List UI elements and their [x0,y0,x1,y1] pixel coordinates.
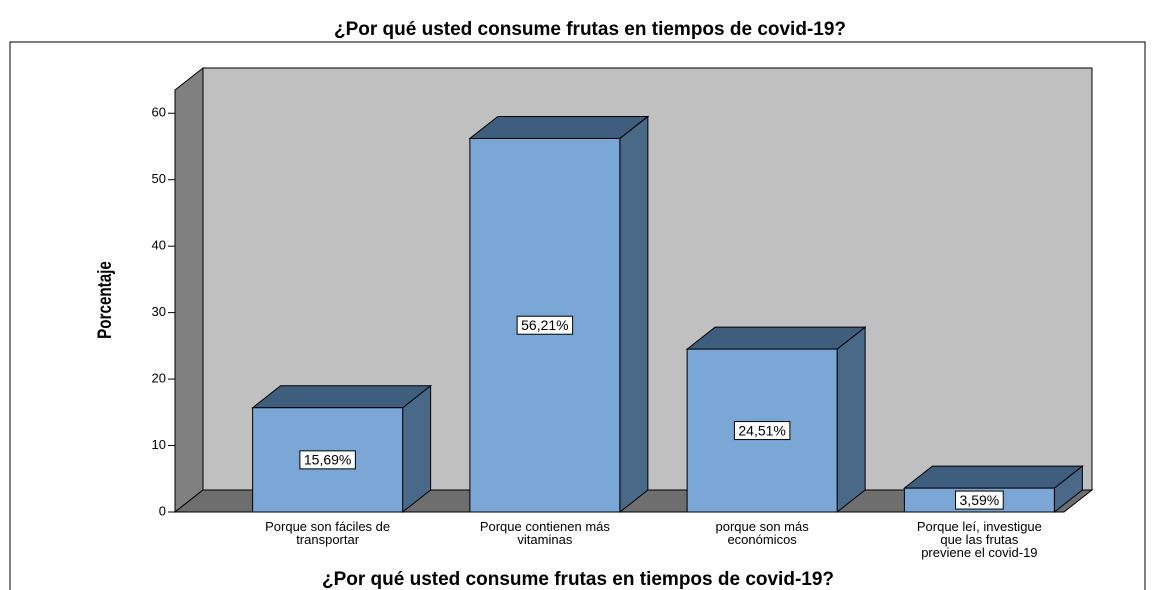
frame [9,41,1146,590]
y-tick-label: 0 [159,503,166,518]
value-label-box [299,450,356,470]
y-tick-label: 40 [152,238,166,253]
x-tick-label: porque son más económicos [715,519,809,547]
y-tick-label: 60 [152,105,166,120]
bar-top [902,465,1084,489]
y-tick-label: 50 [152,171,166,186]
bar-top [251,385,433,409]
value-label-box [955,490,1004,510]
x-tick-label: Porque son fáciles de transportar [265,519,391,547]
y-tick-label: 10 [152,437,166,452]
left-wall [174,66,204,514]
x-axis-label: ¿Por qué usted consume frutas en tiempos… [322,569,834,590]
bar-side [619,115,649,514]
value-label-box [516,315,574,335]
y-axis-label: Porcentaje [93,261,115,339]
chart-title: ¿Por qué usted consume frutas en tiempos… [334,19,846,40]
value-label: 56,21% [521,317,568,333]
y-tick-label: 20 [152,371,166,386]
value-label: 15,69% [304,452,351,468]
bar-top [468,115,650,139]
value-label-box [733,421,791,441]
x-tick-label: Porque leí, investigue que las frutas pr… [916,519,1042,560]
bar-side [836,326,866,514]
value-label: 24,51% [738,422,785,438]
bar-top [685,326,867,350]
value-label: 3,59% [960,492,1000,508]
y-tick-label: 30 [152,304,166,319]
x-tick-label: Porque contienen más vitaminas [479,519,610,547]
